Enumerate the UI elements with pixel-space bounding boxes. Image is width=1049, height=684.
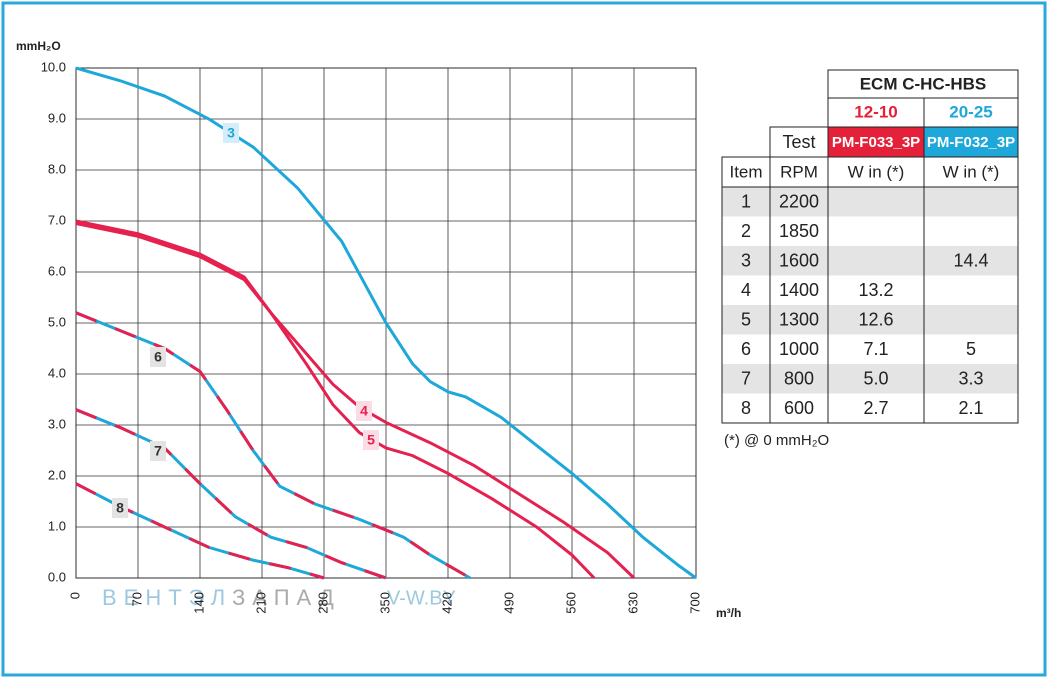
x-tick-label: 350 xyxy=(377,592,392,614)
table-row-bg xyxy=(722,393,1018,423)
table-cell-text: 1850 xyxy=(779,221,819,241)
table-cell-text: 12.6 xyxy=(858,310,893,330)
curve-dash xyxy=(75,408,387,580)
table-header: W in (*) xyxy=(848,162,905,181)
table-cell-text: 5 xyxy=(966,339,976,359)
table-cell xyxy=(923,156,1019,188)
table-cell-text: 4 xyxy=(741,280,751,300)
y-tick-label: 2.0 xyxy=(48,467,66,482)
table-cell xyxy=(721,156,771,188)
table-row-bg xyxy=(722,364,1018,394)
x-tick-label: 700 xyxy=(687,592,702,614)
table-cell-text: 13.2 xyxy=(858,280,893,300)
curve-label-bg xyxy=(356,401,372,421)
table-row-bg xyxy=(722,334,1018,364)
table-cell-text: 14.4 xyxy=(953,251,988,271)
watermark: ВЕНТЭЛ xyxy=(102,585,232,610)
table-cell-text: 5.0 xyxy=(863,369,888,389)
table-cell xyxy=(827,97,925,128)
model-label: 12-10 xyxy=(854,102,897,121)
table-cell-text: 1600 xyxy=(779,251,819,271)
watermark: ЗАПАД xyxy=(232,585,341,610)
y-tick-label: 1.0 xyxy=(48,518,66,533)
table-cell-text: 600 xyxy=(784,398,814,418)
x-tick-label: 490 xyxy=(501,592,516,614)
table-cell-text: 1400 xyxy=(779,280,819,300)
curve-label: 5 xyxy=(367,432,375,448)
curve-label-bg xyxy=(223,123,239,143)
table-cell-text: 800 xyxy=(784,369,814,389)
curve-label: 7 xyxy=(154,443,162,459)
curve-label: 3 xyxy=(227,125,235,141)
y-tick-label: 9.0 xyxy=(48,110,66,125)
y-tick-label: 7.0 xyxy=(48,212,66,227)
curve xyxy=(75,222,596,580)
y-label: mmH₂O xyxy=(16,39,61,53)
table-cell-text: 7 xyxy=(741,369,751,389)
x-tick-label: 210 xyxy=(253,592,268,614)
y-tick-label: 6.0 xyxy=(48,263,66,278)
curve-label: 8 xyxy=(116,500,124,516)
table-cell-text: 1300 xyxy=(779,310,819,330)
model-code: PM-F032_3P xyxy=(927,134,1015,151)
curve-label: 6 xyxy=(154,349,162,365)
x-label: m³/h xyxy=(716,606,741,620)
x-tick-label: 70 xyxy=(129,592,144,606)
table-cell-text: 2.7 xyxy=(863,398,888,418)
model-label: 20-25 xyxy=(949,102,992,121)
x-tick-label: 0 xyxy=(67,592,82,599)
curve-label-bg xyxy=(150,441,166,461)
table-cell-text: 2 xyxy=(741,221,751,241)
table-test: Test xyxy=(782,132,815,152)
table-cell-text: 8 xyxy=(741,398,751,418)
table-cell-text: 3 xyxy=(741,251,751,271)
table-cell-text: 2.1 xyxy=(958,398,983,418)
table-cell-text: 6 xyxy=(741,339,751,359)
y-tick-label: 10.0 xyxy=(41,59,66,74)
table-cell xyxy=(827,156,925,188)
table-cell-text: 1000 xyxy=(779,339,819,359)
table-cell xyxy=(769,126,829,158)
curve-label-bg xyxy=(112,498,128,518)
y-tick-label: 8.0 xyxy=(48,161,66,176)
curve xyxy=(75,66,697,580)
table-cell-text: 2200 xyxy=(779,192,819,212)
table-row-bg xyxy=(722,305,1018,335)
table-title: ECM C-HC-HBS xyxy=(860,74,987,93)
curve-label-bg xyxy=(150,347,166,367)
curve-label: 4 xyxy=(360,403,368,419)
table-cell xyxy=(923,97,1019,128)
table-border xyxy=(721,186,1019,424)
y-tick-label: 4.0 xyxy=(48,365,66,380)
table-row-bg xyxy=(722,275,1018,305)
y-tick-label: 3.0 xyxy=(48,416,66,431)
table-header: RPM xyxy=(780,162,818,181)
table-note: (*) @ 0 mmH₂O xyxy=(724,432,829,449)
y-tick-label: 0.0 xyxy=(48,569,66,584)
table-header: Item xyxy=(729,162,762,181)
x-tick-label: 420 xyxy=(439,592,454,614)
table-row-bg xyxy=(722,187,1018,217)
table-cell-text: 5 xyxy=(741,310,751,330)
x-tick-label: 560 xyxy=(563,592,578,614)
watermark: V-W.BY xyxy=(387,587,456,609)
table-row-bg xyxy=(722,216,1018,246)
curve-label-bg xyxy=(363,430,379,450)
model-code: PM-F033_3P xyxy=(832,134,920,151)
x-tick-label: 630 xyxy=(625,592,640,614)
table-row-bg xyxy=(722,246,1018,276)
table-cell-text: 3.3 xyxy=(958,369,983,389)
curve-dash xyxy=(75,311,471,580)
table-cell xyxy=(923,126,1019,158)
table-cell-text: 1 xyxy=(741,192,751,212)
table-header: W in (*) xyxy=(943,162,1000,181)
x-tick-label: 140 xyxy=(191,592,206,614)
x-tick-label: 280 xyxy=(315,592,330,614)
y-tick-label: 5.0 xyxy=(48,314,66,329)
table-cell-text: 7.1 xyxy=(863,339,888,359)
table-cell xyxy=(769,156,829,188)
